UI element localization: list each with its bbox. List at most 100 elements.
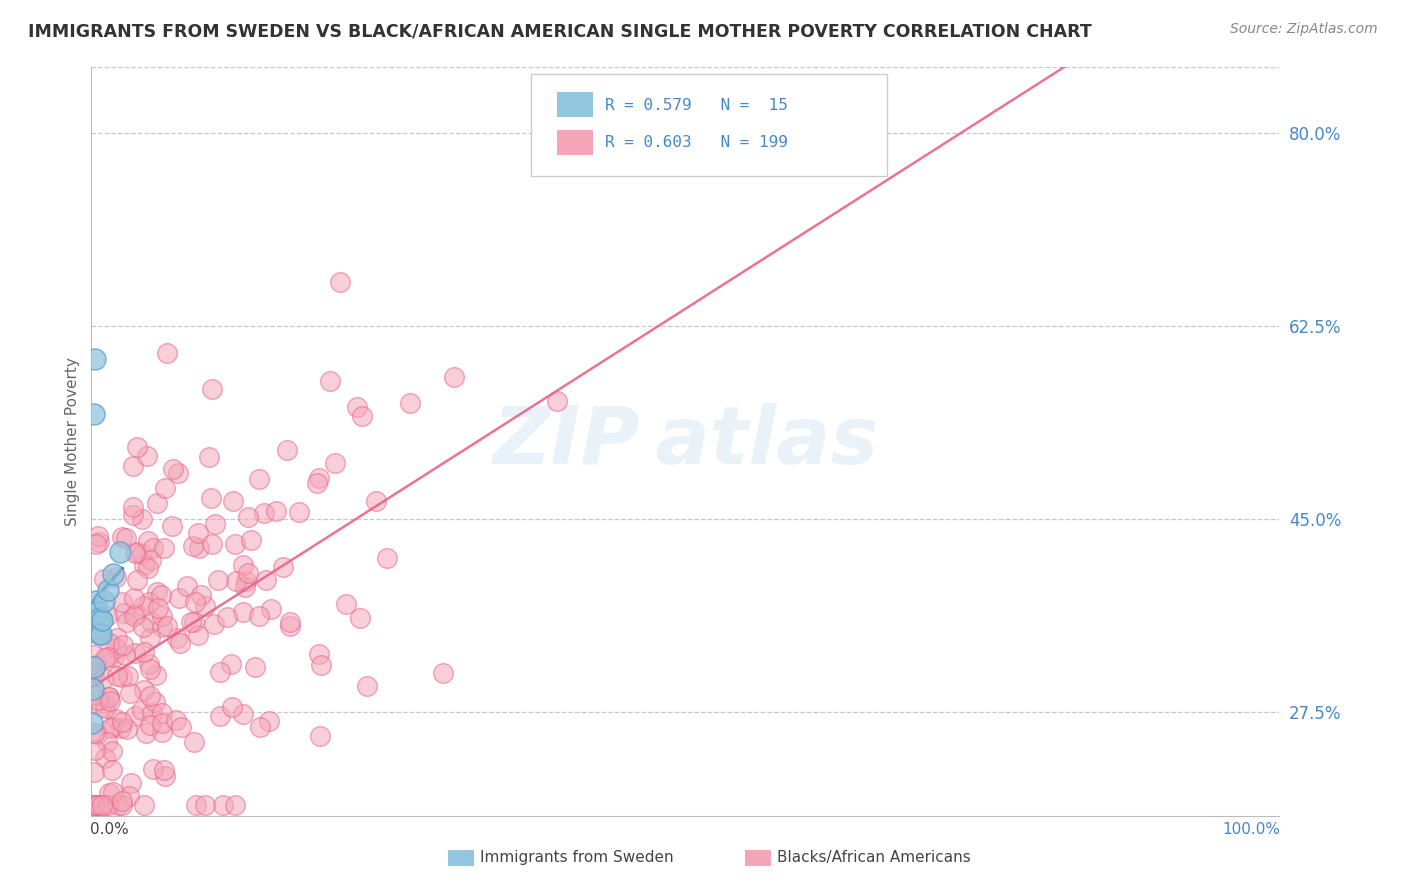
Point xyxy=(156,346,179,360)
Point xyxy=(219,657,242,672)
Point xyxy=(138,561,160,575)
Point xyxy=(111,670,134,684)
Point xyxy=(84,537,107,551)
Point xyxy=(122,609,145,624)
Point xyxy=(122,591,145,605)
Point xyxy=(184,595,207,609)
Point xyxy=(82,715,104,730)
Point xyxy=(127,573,149,587)
Point xyxy=(94,650,117,665)
Point xyxy=(166,632,188,646)
Point xyxy=(165,713,187,727)
Point xyxy=(232,605,254,619)
Point xyxy=(93,572,115,586)
Point xyxy=(356,679,378,693)
Point xyxy=(117,668,139,682)
Point xyxy=(319,374,342,388)
Point xyxy=(124,646,146,660)
Point xyxy=(87,535,110,549)
Point xyxy=(200,491,222,506)
Point xyxy=(97,690,120,704)
Point xyxy=(131,548,153,562)
Point xyxy=(98,722,121,736)
Point xyxy=(83,797,105,812)
Point xyxy=(308,648,330,662)
Point xyxy=(187,526,209,541)
Point xyxy=(90,627,112,641)
Text: ZIP atlas: ZIP atlas xyxy=(492,402,879,481)
Point xyxy=(125,545,148,559)
Point xyxy=(87,627,110,641)
Point xyxy=(97,583,120,598)
Point xyxy=(169,636,191,650)
Point xyxy=(131,703,153,717)
Point xyxy=(278,618,301,632)
Point xyxy=(188,541,211,555)
Point xyxy=(93,671,115,685)
FancyBboxPatch shape xyxy=(531,74,887,176)
Point xyxy=(150,706,173,721)
Point xyxy=(134,645,156,659)
Point xyxy=(110,798,132,813)
Point xyxy=(134,558,156,572)
Point xyxy=(138,657,160,671)
Text: 0.0%: 0.0% xyxy=(90,822,129,837)
Point xyxy=(278,615,301,630)
Point xyxy=(150,620,173,634)
Point xyxy=(104,569,127,583)
Point xyxy=(105,640,128,655)
Point xyxy=(162,462,184,476)
Point xyxy=(335,597,357,611)
Point xyxy=(82,665,104,680)
Point xyxy=(115,615,138,629)
Point xyxy=(224,798,246,813)
Point xyxy=(136,534,159,549)
Text: R = 0.579   N =  15: R = 0.579 N = 15 xyxy=(605,97,787,112)
Point xyxy=(309,657,332,672)
Point xyxy=(202,617,225,632)
Point xyxy=(100,694,122,708)
Point xyxy=(443,369,465,384)
Point xyxy=(225,574,247,589)
Point xyxy=(101,566,124,581)
Point xyxy=(110,721,132,735)
Point xyxy=(83,726,105,740)
Point xyxy=(111,595,134,609)
Point xyxy=(276,443,298,458)
Point xyxy=(97,798,120,813)
Point xyxy=(366,494,388,508)
Point xyxy=(239,533,262,548)
Point xyxy=(94,798,117,813)
Point xyxy=(350,409,373,423)
Point xyxy=(87,798,110,813)
Point xyxy=(150,725,173,739)
Point xyxy=(156,619,179,633)
Bar xyxy=(557,93,593,117)
Point xyxy=(329,275,352,289)
Point xyxy=(118,789,141,803)
Point xyxy=(235,574,257,588)
Point xyxy=(253,506,276,520)
Point xyxy=(90,699,112,714)
Point xyxy=(135,449,157,463)
Point xyxy=(82,648,104,662)
Bar xyxy=(447,850,474,866)
Point xyxy=(87,798,110,813)
Point xyxy=(190,589,212,603)
Point xyxy=(139,632,162,646)
Point xyxy=(87,529,110,543)
Point xyxy=(83,660,105,674)
Point xyxy=(150,715,173,730)
Point xyxy=(84,351,107,366)
Point xyxy=(82,798,104,813)
Point xyxy=(96,608,118,623)
Bar xyxy=(745,850,770,866)
Point xyxy=(122,508,145,522)
Point xyxy=(101,744,124,758)
Point xyxy=(94,700,117,714)
Point xyxy=(103,650,125,665)
Point xyxy=(111,794,134,808)
Point xyxy=(132,683,155,698)
Point xyxy=(122,500,145,514)
Point xyxy=(101,720,124,734)
